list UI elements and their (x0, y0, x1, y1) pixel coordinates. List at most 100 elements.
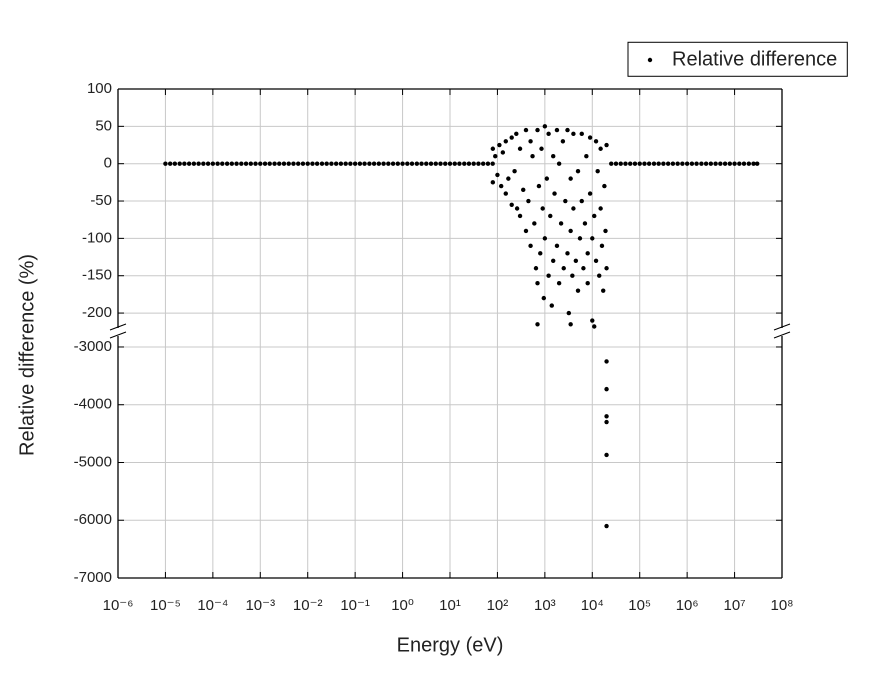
y-tick-label: -150 (82, 267, 112, 284)
data-point (210, 161, 216, 166)
data-point (523, 127, 529, 133)
data-point (665, 161, 671, 166)
data-point (503, 191, 508, 196)
data-point (604, 452, 609, 458)
data-point (684, 161, 690, 166)
data-point (229, 161, 235, 166)
data-point (490, 146, 496, 151)
data-point (352, 161, 358, 166)
data-point (428, 161, 434, 166)
data-point (390, 161, 396, 166)
data-point (708, 161, 714, 166)
data-point (561, 266, 566, 271)
x-tick-label: 10⁵ (628, 597, 651, 614)
data-point (348, 161, 353, 166)
data-point (300, 161, 306, 166)
data-point (565, 127, 570, 133)
data-point (718, 161, 723, 166)
data-point (599, 243, 605, 249)
data-point (571, 206, 576, 211)
data-point (568, 228, 573, 234)
data-point (528, 139, 533, 144)
data-point (566, 310, 572, 316)
data-point (498, 183, 504, 189)
data-point (544, 176, 550, 181)
data-point (597, 273, 602, 278)
legend-marker (647, 57, 653, 63)
data-point (548, 213, 553, 219)
data-point (579, 131, 584, 137)
data-point (480, 161, 486, 166)
data-point (554, 127, 560, 133)
data-point (205, 161, 211, 166)
data-point (395, 161, 401, 166)
data-point (623, 161, 628, 166)
data-point (541, 295, 547, 301)
data-point (549, 303, 554, 308)
data-point (632, 161, 638, 166)
data-point (163, 161, 168, 166)
data-point (191, 161, 197, 166)
y-tick-label: -200 (82, 304, 112, 321)
data-point (167, 161, 173, 166)
data-point (604, 414, 609, 419)
data-point (476, 161, 481, 166)
data-point (602, 183, 607, 189)
axis-break (773, 323, 791, 331)
data-point (592, 213, 597, 219)
data-point (590, 318, 595, 323)
data-point (517, 213, 523, 219)
data-point (573, 258, 579, 263)
data-point (680, 161, 685, 166)
x-tick-label: 10⁻² (293, 597, 323, 614)
data-point (552, 191, 557, 196)
data-point (262, 161, 268, 166)
data-point (514, 131, 519, 137)
axis-break-gap (112, 328, 124, 336)
data-point (604, 523, 609, 529)
x-tick-label: 10⁻⁵ (150, 597, 181, 614)
data-point (386, 161, 391, 166)
data-point (613, 161, 619, 166)
y-tick-label: -7000 (74, 569, 112, 586)
legend-box (627, 41, 848, 77)
data-point (604, 419, 609, 425)
data-point (310, 161, 315, 166)
data-point (587, 191, 593, 196)
data-point (215, 161, 220, 166)
data-point (703, 161, 709, 166)
data-point (485, 161, 491, 166)
data-point (400, 161, 405, 166)
data-point (570, 273, 575, 278)
data-point (438, 161, 443, 166)
data-point (509, 135, 514, 140)
data-point (587, 135, 593, 140)
data-point (535, 322, 540, 327)
data-point (732, 161, 737, 166)
data-point (201, 161, 206, 166)
data-point (305, 161, 310, 166)
data-point (558, 221, 564, 226)
x-tick-label: 10⁻³ (245, 597, 275, 614)
data-point (414, 161, 420, 166)
data-point (433, 161, 438, 166)
data-point (579, 198, 584, 204)
data-point (751, 161, 756, 166)
data-point (329, 161, 334, 166)
data-point (533, 266, 539, 271)
data-point (656, 161, 661, 166)
data-point (604, 359, 609, 364)
y-tick-label: -6000 (74, 511, 112, 528)
data-point (590, 236, 595, 241)
y-tick-label: -100 (82, 229, 112, 246)
data-point (582, 221, 588, 226)
x-tick-label: 10⁸ (770, 597, 793, 614)
data-point (551, 154, 556, 159)
x-tick-label: 10³ (534, 597, 556, 614)
data-point (243, 161, 249, 166)
legend-label: Relative difference (672, 48, 837, 70)
data-point (503, 139, 508, 144)
data-point (509, 202, 514, 207)
data-point (497, 142, 502, 148)
data-point (248, 161, 254, 166)
